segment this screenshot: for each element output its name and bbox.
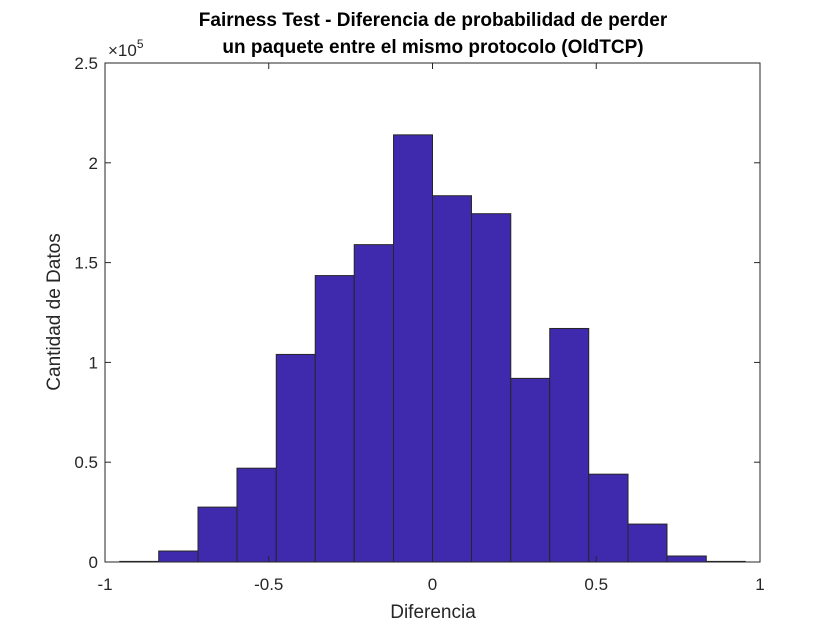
y-axis-exponent: ×105 — [108, 37, 144, 60]
histogram-bar — [627, 523, 668, 563]
y-axis-ticks: 0 0.5 1 1.5 2 2.5 — [74, 54, 760, 572]
y-tick-label: 0 — [89, 553, 98, 572]
histogram-bar — [158, 550, 199, 563]
x-tick-label: -0.5 — [254, 575, 283, 594]
histogram-bar — [510, 377, 551, 563]
histogram-bar — [314, 275, 355, 563]
x-axis-ticks: -1 -0.5 0 0.5 1 — [97, 63, 765, 594]
x-tick-label: -1 — [97, 575, 112, 594]
y-tick-label: 0.5 — [74, 453, 98, 472]
x-tick-label: 1 — [755, 575, 764, 594]
histogram-bar — [432, 195, 472, 563]
histogram-bar — [197, 506, 238, 563]
histogram-bar — [393, 134, 433, 563]
histogram-bar — [275, 353, 316, 563]
histogram-bar — [666, 555, 707, 563]
chart-title-line-2: un paquete entre el mismo protocolo (Old… — [222, 37, 643, 58]
axes-box — [104, 62, 761, 563]
histogram-bar — [236, 467, 277, 563]
y-tick-label: 1.5 — [74, 254, 98, 273]
histogram-bar — [588, 473, 629, 563]
y-tick-label: 1 — [89, 353, 98, 372]
histogram-bar — [353, 244, 395, 563]
histogram-bar — [549, 327, 590, 563]
x-tick-label: 0 — [428, 575, 437, 594]
histogram-bars — [119, 134, 746, 563]
y-axis-label: Cantidad de Datos — [44, 233, 65, 390]
histogram-bar — [470, 213, 512, 563]
y-tick-label: 2.5 — [74, 54, 98, 73]
y-tick-label: 2 — [89, 154, 98, 173]
chart-title-line-1: Fairness Test - Diferencia de probabilid… — [199, 10, 668, 31]
x-axis-label: Diferencia — [390, 602, 476, 623]
x-tick-label: 0.5 — [584, 575, 608, 594]
